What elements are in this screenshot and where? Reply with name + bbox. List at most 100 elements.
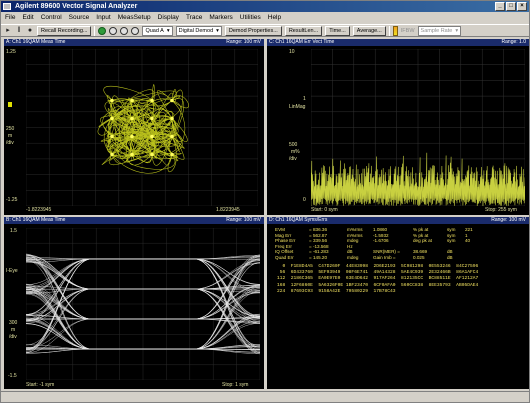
- constellation-point: [110, 116, 114, 121]
- trace-c-ybot: 0: [303, 197, 306, 203]
- error-cell: 1: [465, 232, 468, 238]
- constellation-point: [150, 116, 154, 121]
- error-cell: = -13.568: [309, 243, 329, 249]
- constellation-point: [170, 116, 174, 121]
- trace-d-header: D: Ch1 16QAM Syms/Errs Range: 100 mV: [267, 217, 529, 224]
- error-row: Mag Err = 562.87 m%rms -1.5932 % pk at sym 1: [275, 233, 475, 239]
- menu-input[interactable]: Input: [96, 14, 111, 21]
- error-cell: 0.025: [413, 254, 425, 260]
- trace-c-ymid-label: LinMag: [289, 104, 306, 110]
- trace-a-xright: 1.8223945: [216, 207, 240, 213]
- error-cell: Freq Err: [275, 243, 292, 249]
- preset-select[interactable]: Quad A ▾: [142, 25, 173, 36]
- sample-rate-value: Sample Rate: [420, 27, 453, 34]
- error-cell: sym: [447, 227, 456, 232]
- error-cell: dB: [347, 249, 353, 255]
- constellation-point: [130, 116, 134, 121]
- trace-a-header: A: Ch1 16QAM Meas Time Range: 100 mV: [4, 39, 264, 46]
- constellation-point: [150, 134, 154, 139]
- constellation-plot[interactable]: [26, 49, 258, 206]
- time-button[interactable]: Time...: [325, 25, 350, 36]
- stop-icon[interactable]: [131, 26, 140, 35]
- trace-d-symbol-table[interactable]: D: Ch1 16QAM Syms/Errs Range: 100 mV EVM…: [267, 217, 529, 389]
- toolbar: ▸ ‖ ● Recall Recording... Quad A ▾ Digita…: [1, 24, 529, 37]
- menu-meassetup[interactable]: MeasSetup: [117, 14, 151, 21]
- trace-b-ymid2: 300: [9, 320, 18, 326]
- status-bar: [1, 391, 529, 403]
- constellation-point: [150, 98, 154, 103]
- constellation-point: [170, 152, 174, 157]
- error-cell: 221: [465, 227, 473, 232]
- error-cell: 38.669: [413, 249, 428, 255]
- symbol-row: 168 12F6860E 5A6326F0E 1BF23470 6CF0AFA0…: [277, 282, 479, 288]
- demod-select[interactable]: Digital Demod ▾: [175, 25, 222, 36]
- minimize-button[interactable]: _: [495, 2, 505, 11]
- symbol-row: 0 F1E8D4A5 C47D260F 44E83998 2D6E2193 5C…: [277, 264, 479, 269]
- trace-b-ymid: I-Eye: [6, 268, 18, 274]
- menu-control[interactable]: Control: [40, 14, 62, 21]
- trace-a-range: Range: 100 mV: [226, 39, 261, 45]
- trace-a-ybot: -1.25: [6, 197, 18, 203]
- error-cell: -1.5932: [373, 232, 389, 238]
- trace-c-error-vector[interactable]: C: Ch1 16QAM Err Vect Time Range: 1.0 10…: [267, 39, 529, 215]
- run-icon[interactable]: [98, 26, 107, 35]
- menu-edit[interactable]: Edit: [22, 14, 34, 21]
- error-row: Freq Err = -13.568 Hz: [275, 244, 475, 250]
- result-len-button[interactable]: ResultLen...: [284, 25, 323, 36]
- constellation-point: [170, 98, 174, 103]
- pause-icon[interactable]: ‖: [17, 26, 21, 34]
- menu-help[interactable]: Help: [267, 14, 282, 21]
- single-icon[interactable]: [109, 26, 118, 35]
- error-row: Phase Err = 339.56 mdeg -1.6706 deg pk at sym…: [275, 238, 475, 244]
- trace-c-header: C: Ch1 16QAM Err Vect Time Range: 1.0: [267, 39, 529, 46]
- record-icon[interactable]: ●: [27, 26, 33, 34]
- error-cell: [465, 255, 475, 261]
- trace-d-range: Range: 100 mV: [491, 217, 526, 223]
- plot-grid: [26, 49, 258, 206]
- close-button[interactable]: ×: [517, 2, 527, 11]
- trace-b-xright: Stop: 1 sym: [222, 382, 249, 388]
- trace-b-range: Range: 100 mV: [226, 217, 261, 223]
- demod-properties-button[interactable]: Demod Properties...: [224, 25, 282, 36]
- trace-a-title: A: Ch1 16QAM Meas Time: [6, 39, 66, 45]
- error-cell: IQ Offset: [275, 249, 294, 255]
- toolbar-separator: [388, 25, 390, 36]
- trace-b-eye-diagram[interactable]: B: Ch1 16QAM Meas Time Range: 100 mV 1.5…: [4, 217, 264, 389]
- rate-label: IFBW: [400, 27, 415, 34]
- error-cell: -1.6706: [373, 238, 389, 244]
- sample-rate-select[interactable]: Sample Rate ▾: [417, 25, 462, 36]
- symbol-table: 0 F1E8D4A5 C47D260F 44E83998 2D6E2193 5C…: [277, 264, 478, 295]
- menu-bar: File Edit Control Source Input MeasSetup…: [1, 13, 529, 23]
- error-vector-plot[interactable]: [311, 49, 525, 206]
- constellation-point: [130, 98, 134, 103]
- trace-b-ymid2-unit: m: [11, 327, 16, 333]
- error-cell: Quad Err: [275, 254, 294, 260]
- play-icon[interactable]: ▸: [6, 26, 10, 34]
- menu-source[interactable]: Source: [68, 14, 90, 21]
- error-cell: Hz: [347, 243, 353, 249]
- trace-c-ymid2-unit: m%: [291, 149, 300, 155]
- trace-b-xleft: Start: -1 sym: [26, 382, 55, 388]
- error-cell: Mag Err: [275, 232, 292, 238]
- trace-a-constellation[interactable]: A: Ch1 16QAM Meas Time Range: 100 mV 1.2…: [4, 39, 264, 215]
- error-cell: Gain Imb =: [373, 254, 396, 260]
- menu-markers[interactable]: Markers: [209, 14, 233, 21]
- menu-display[interactable]: Display: [157, 14, 179, 21]
- menu-utilities[interactable]: Utilities: [239, 14, 261, 21]
- error-summary-table: EVM = 836.36 m%rms 1.0860% pk at sym 221 Mag E…: [275, 227, 475, 261]
- error-cell: % pk at: [413, 227, 429, 232]
- average-button[interactable]: Average...: [352, 25, 386, 36]
- maximize-button[interactable]: □: [506, 2, 516, 11]
- restart-icon[interactable]: [120, 26, 129, 35]
- menu-trace[interactable]: Trace: [185, 14, 203, 21]
- recall-recording-button[interactable]: Recall Recording...: [37, 25, 92, 36]
- menu-file[interactable]: File: [5, 14, 16, 21]
- trace-c-xright: Stop: 255 sym: [485, 207, 517, 213]
- error-cell: sym: [447, 232, 456, 238]
- error-cell: 1.0860: [373, 227, 388, 232]
- error-cell: % pk at: [413, 232, 429, 238]
- error-cell: EVM: [275, 227, 285, 232]
- error-cell: dB: [447, 249, 453, 255]
- eye-diagram-plot[interactable]: [26, 228, 260, 380]
